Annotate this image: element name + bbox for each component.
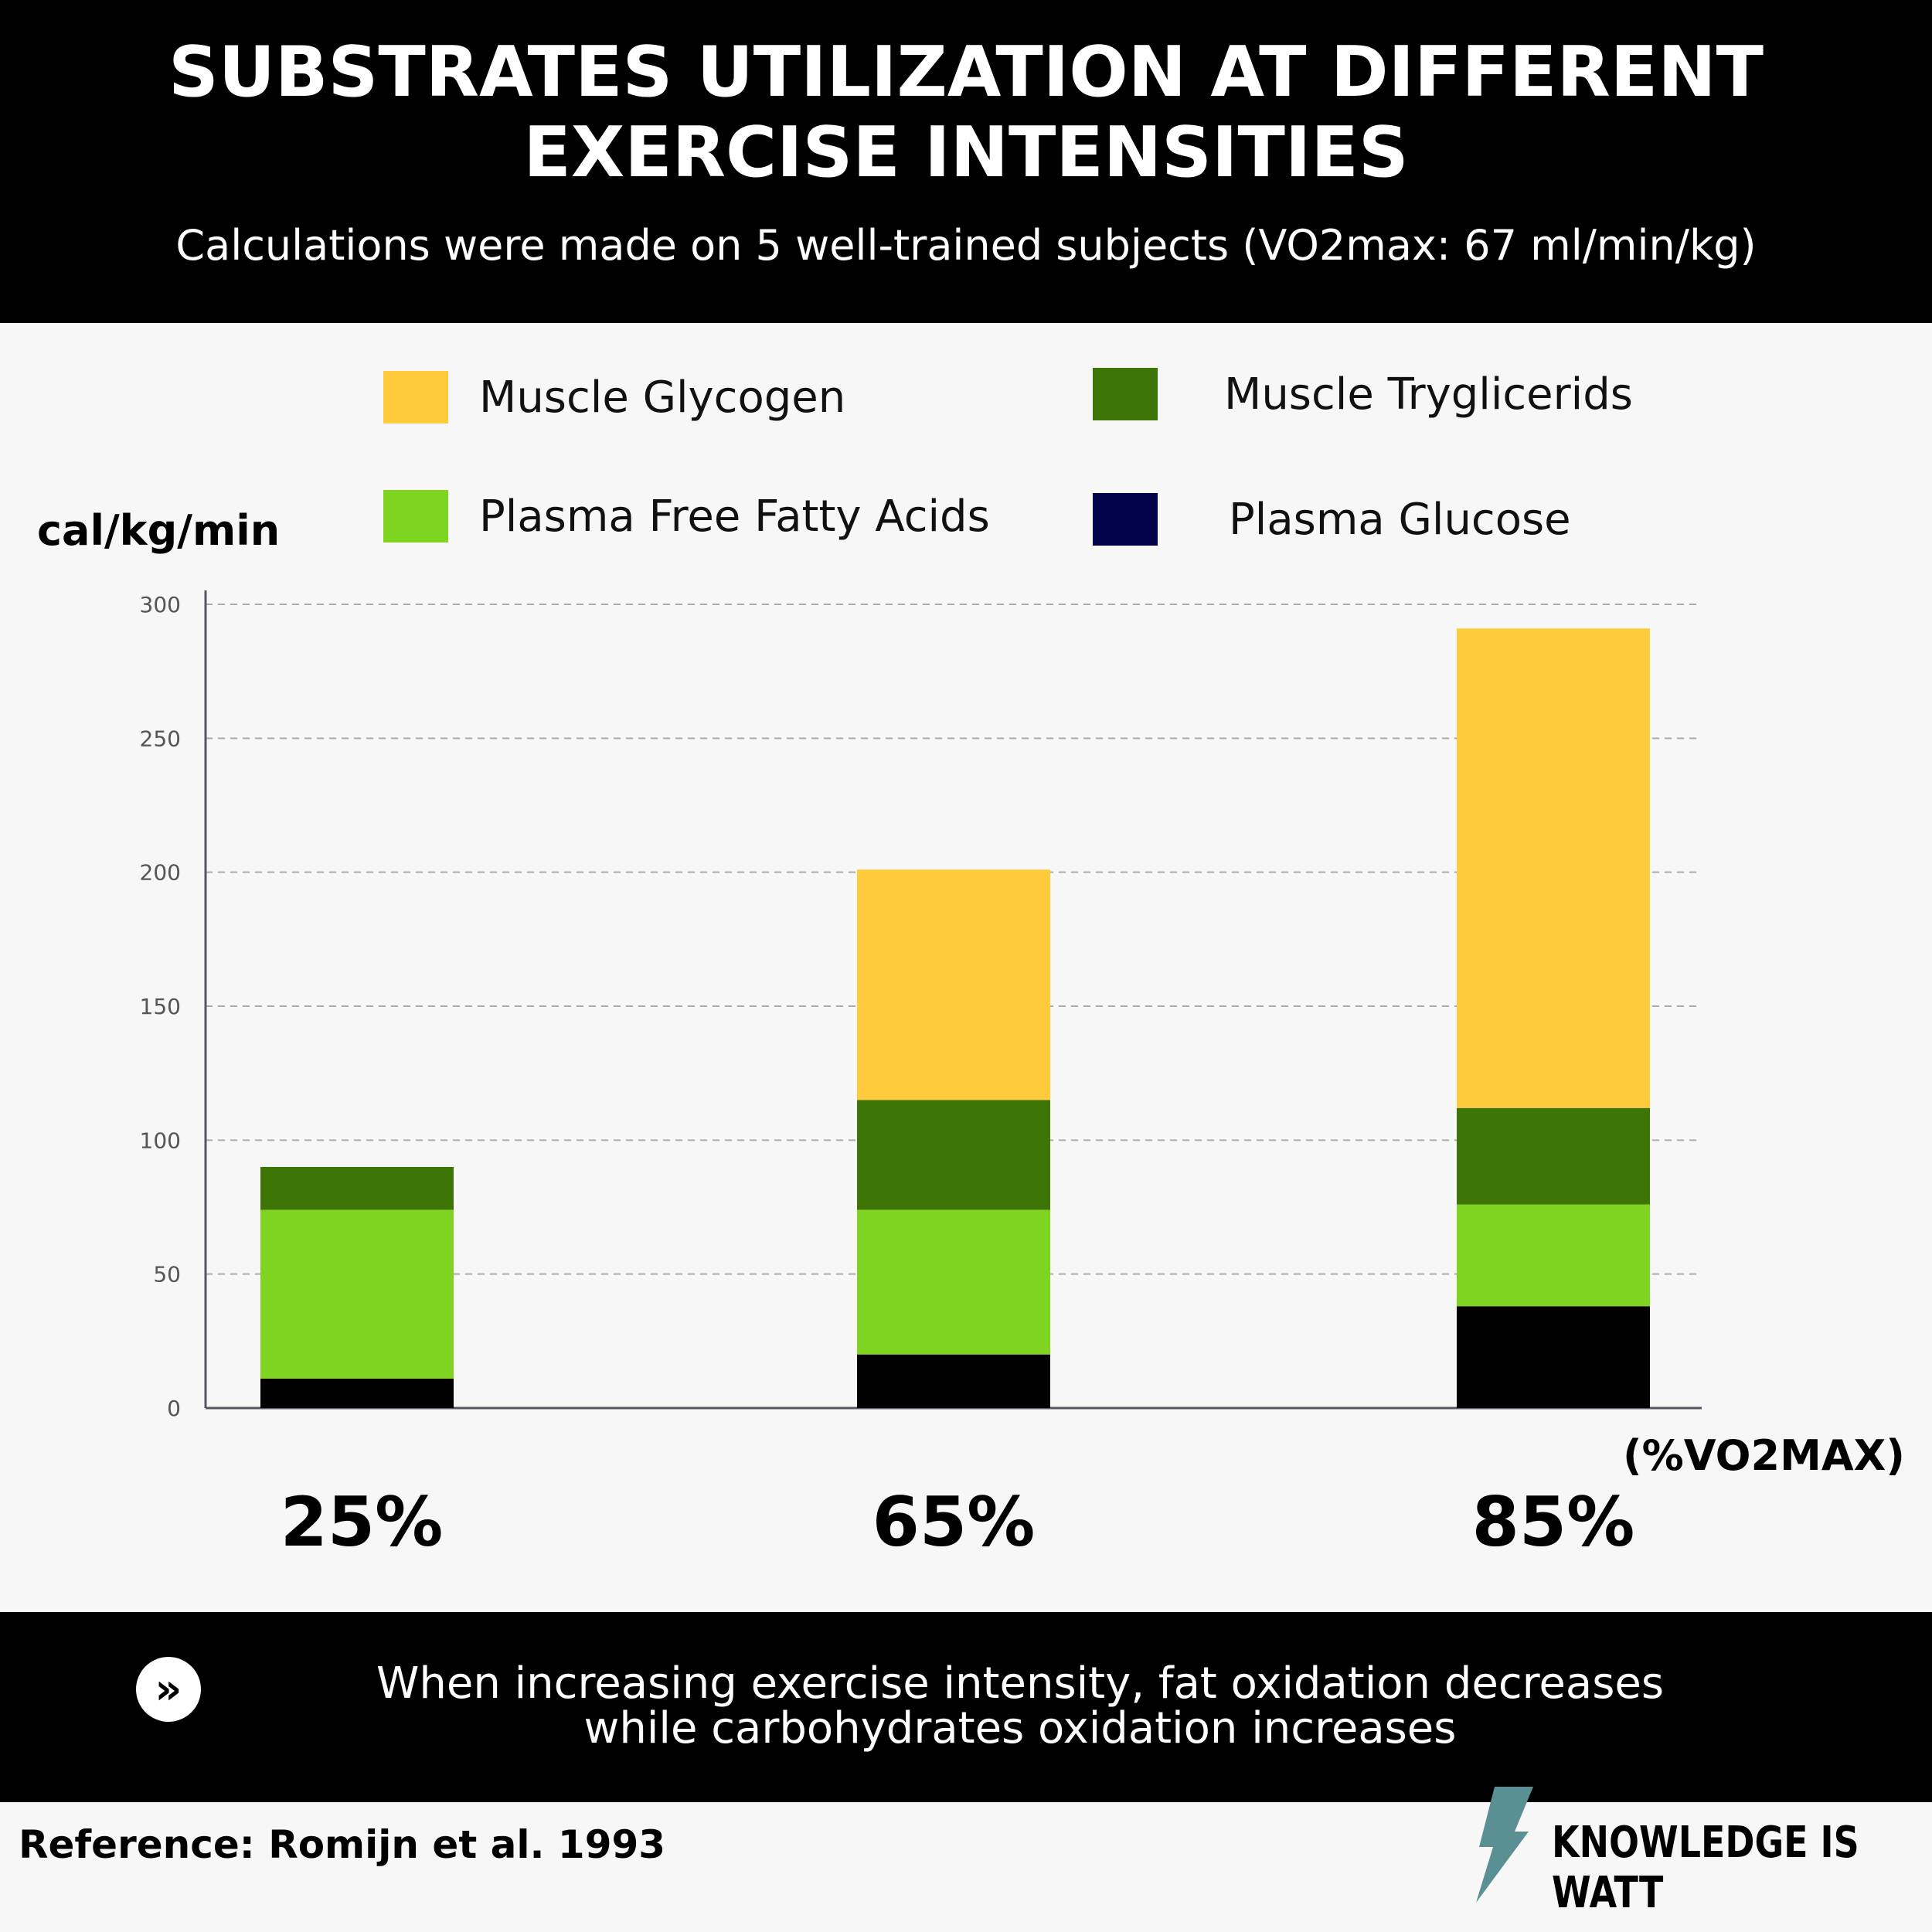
footer-banner: [0, 1612, 1932, 1802]
bar-segment: [260, 1209, 454, 1379]
bar-segment: [1457, 1204, 1650, 1307]
legend-item-plasma-ffa: Plasma Free Fatty Acids: [383, 485, 990, 547]
page-title: SUBSTRATES UTILIZATION AT DIFFERENT EXER…: [0, 32, 1932, 193]
bar-segment: [260, 1378, 454, 1408]
y-tick-label: 250: [140, 726, 181, 751]
bar-segment: [857, 1209, 1050, 1355]
legend-swatch-muscle-tryglicerids: [1093, 368, 1158, 420]
x-tick-label: 85%: [1472, 1482, 1635, 1562]
bar-segment: [1457, 1306, 1650, 1408]
stacked-bar-chart: 0 50 100 150 200 250 300 25% 65% 85%: [140, 590, 1702, 1562]
lightning-bolt-icon: [1476, 1787, 1533, 1903]
bar-segment: [260, 1167, 454, 1210]
legend-swatch-muscle-glycogen: [383, 371, 448, 423]
bar-segment: [857, 869, 1050, 1100]
legend-item-plasma-glucose: Plasma Glucose: [1093, 488, 1571, 550]
legend-swatch-plasma-glucose: [1093, 493, 1158, 546]
legend-label: Muscle Tryglicerids: [1224, 369, 1633, 420]
title-line-2: EXERCISE INTENSITIES: [523, 112, 1409, 193]
bar-segment: [857, 1100, 1050, 1210]
reference-citation: Reference: Romijn et al. 1993: [19, 1822, 666, 1867]
legend-label: Plasma Free Fatty Acids: [479, 491, 990, 542]
legend-label: Plasma Glucose: [1229, 494, 1571, 545]
y-tick-label: 150: [140, 994, 181, 1019]
y-tick-label: 200: [140, 860, 181, 886]
double-chevron-right-icon: »: [136, 1657, 201, 1722]
footer-message: When increasing exercise intensity, fat …: [294, 1662, 1747, 1751]
legend-item-muscle-glycogen: Muscle Glycogen: [383, 366, 845, 428]
x-axis-label: (%VO2MAX): [1623, 1431, 1905, 1480]
y-tick-label: 100: [140, 1128, 181, 1153]
y-tick-label: 50: [153, 1262, 181, 1287]
page-subtitle: Calculations were made on 5 well-trained…: [175, 221, 1757, 270]
x-tick-label: 65%: [872, 1482, 1036, 1562]
footer-line-2: while carbohydrates oxidation increases: [583, 1703, 1457, 1753]
y-tick-label: 300: [140, 592, 181, 617]
title-line-1: SUBSTRATES UTILIZATION AT DIFFERENT: [168, 32, 1764, 113]
bar-segment: [1457, 1107, 1650, 1205]
bar-segment: [1457, 628, 1650, 1108]
bar-segment: [857, 1354, 1050, 1408]
y-tick-label: 0: [167, 1396, 181, 1421]
y-axis-label: cal/kg/min: [37, 506, 281, 555]
legend-item-muscle-tryglicerids: Muscle Tryglicerids: [1093, 363, 1633, 425]
x-tick-label: 25%: [281, 1482, 444, 1562]
legend-swatch-plasma-ffa: [383, 490, 448, 543]
footer-line-1: When increasing exercise intensity, fat …: [376, 1658, 1664, 1709]
brand-name: KNOWLEDGE IS WATT: [1552, 1818, 1859, 1918]
legend-label: Muscle Glycogen: [479, 372, 846, 423]
header: SUBSTRATES UTILIZATION AT DIFFERENT EXER…: [0, 0, 1932, 323]
